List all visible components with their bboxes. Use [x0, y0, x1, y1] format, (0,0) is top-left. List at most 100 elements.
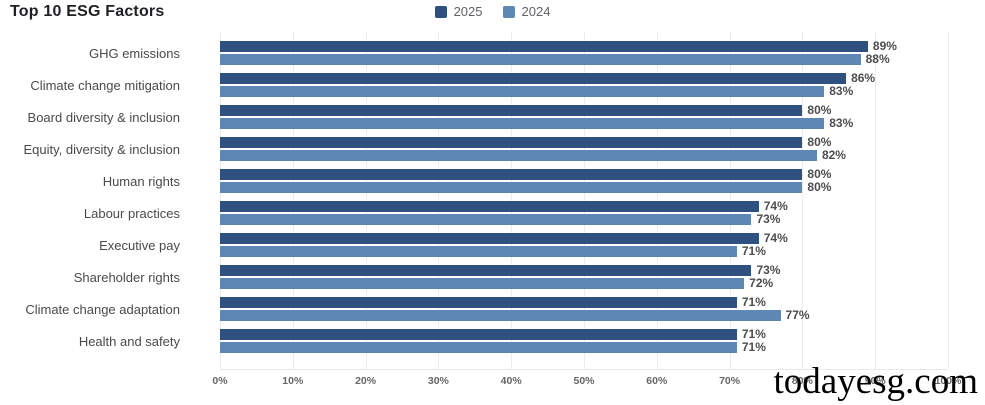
bar-2024[interactable] — [220, 150, 817, 161]
gridline — [584, 32, 585, 369]
x-tick-label: 90% — [864, 375, 886, 387]
x-tick-label: 0% — [212, 375, 228, 387]
bar-2025[interactable] — [220, 329, 737, 340]
bar-line: 80% — [220, 181, 948, 193]
category-axis: GHG emissions Climate change mitigation Bo… — [0, 37, 180, 357]
bar-2024[interactable] — [220, 278, 745, 289]
plot-area — [220, 32, 949, 370]
bar-group: 73% 72% — [220, 261, 948, 293]
value-label: 74% — [763, 199, 788, 213]
legend-swatch-2025 — [434, 5, 447, 18]
legend: 2025 2024 — [0, 4, 985, 19]
value-label: 72% — [749, 276, 774, 290]
bar-line: 88% — [220, 53, 948, 65]
legend-swatch-2024 — [502, 5, 515, 18]
value-label: 86% — [851, 71, 876, 85]
bar-2025[interactable] — [220, 297, 737, 308]
bar-group: 74% 73% — [220, 197, 948, 229]
value-label: 89% — [872, 39, 897, 53]
bar-2025[interactable] — [220, 73, 847, 84]
bar-2025[interactable] — [220, 169, 803, 180]
bar-line: 89% — [220, 39, 948, 53]
bar-group: 80% 80% — [220, 165, 948, 197]
value-label: 71% — [741, 244, 766, 258]
bar-2025[interactable] — [220, 201, 759, 212]
bar-group: 80% 83% — [220, 101, 948, 133]
value-label: 71% — [741, 295, 766, 309]
x-tick-label: 20% — [355, 375, 377, 387]
bar-group: 74% 71% — [220, 229, 948, 261]
gridline — [875, 32, 877, 369]
gridline — [802, 32, 804, 369]
gridline — [438, 32, 440, 369]
bar-2025[interactable] — [220, 233, 759, 244]
x-axis: 0% 10% 20% 30% 40% 50% 60% 70% 80% 90% 100% — [212, 375, 961, 391]
bar-2025[interactable] — [220, 137, 803, 148]
x-tick-label: 40% — [500, 375, 522, 387]
bar-line: 74% — [220, 199, 948, 213]
bar-2024[interactable] — [220, 182, 803, 193]
category-label: Climate change mitigation — [30, 77, 180, 93]
gridline — [365, 32, 367, 369]
bar-line: 71% — [220, 295, 948, 309]
bar-line: 74% — [220, 231, 948, 245]
x-tick-label: 80% — [791, 375, 813, 387]
x-tick-label: 100% — [934, 375, 962, 387]
bar-line: 71% — [220, 244, 948, 258]
value-label: 80% — [807, 135, 832, 149]
bar-2025[interactable] — [220, 265, 752, 276]
value-label: 71% — [741, 340, 766, 354]
bar-group: 80% 82% — [220, 133, 948, 165]
x-tick-label: 60% — [646, 375, 668, 387]
bar-group: 71% 71% — [220, 325, 948, 357]
x-tick-label: 50% — [573, 375, 595, 387]
legend-label-2024: 2024 — [521, 4, 551, 19]
value-label: 77% — [785, 308, 810, 322]
value-label: 83% — [829, 116, 854, 130]
bar-line: 71% — [220, 340, 948, 354]
bar-2024[interactable] — [220, 310, 781, 321]
bar-group: 89% 88% — [220, 37, 948, 69]
bar-2024[interactable] — [220, 86, 825, 97]
watermark: todayesg.com — [773, 361, 978, 402]
legend-label-2025: 2025 — [453, 4, 483, 19]
category-label: GHG emissions — [88, 45, 180, 61]
gridline — [511, 32, 513, 369]
bar-line: 77% — [220, 308, 948, 322]
bar-line: 71% — [220, 328, 948, 340]
x-tick-label: 10% — [282, 375, 304, 387]
bar-2025[interactable] — [220, 105, 803, 116]
value-label: 73% — [756, 212, 781, 226]
gridline — [948, 32, 949, 369]
bar-2024[interactable] — [220, 214, 752, 225]
value-label: 80% — [807, 103, 832, 117]
bar-rows: 89% 88% 86% 83% 80% 83% 80% 82% 80% 80% 74% 73% 74% 7… — [220, 37, 948, 357]
x-tick-label: 70% — [719, 375, 741, 387]
x-tick-label: 30% — [427, 375, 449, 387]
bar-line: 73% — [220, 212, 948, 226]
bar-2024[interactable] — [220, 118, 825, 129]
bar-line: 83% — [220, 85, 948, 97]
bar-2024[interactable] — [220, 246, 737, 257]
gridline — [729, 32, 731, 369]
value-label: 82% — [821, 148, 846, 162]
category-label: Health and safety — [78, 333, 180, 349]
bar-2024[interactable] — [220, 342, 737, 353]
legend-item-2024[interactable]: 2024 — [502, 4, 551, 19]
bar-line: 80% — [220, 167, 948, 181]
bar-line: 80% — [220, 103, 948, 117]
bar-line: 80% — [220, 135, 948, 149]
category-label: Human rights — [102, 173, 180, 189]
category-label: Labour practices — [83, 205, 180, 221]
value-label: 74% — [763, 231, 788, 245]
bar-line: 83% — [220, 116, 948, 130]
value-label: 80% — [807, 167, 832, 181]
bar-2025[interactable] — [220, 41, 868, 52]
gridline — [292, 32, 294, 369]
bar-2024[interactable] — [220, 54, 861, 65]
gridline — [220, 32, 221, 369]
gridline — [656, 32, 658, 369]
category-label: Executive pay — [99, 237, 180, 253]
legend-item-2025[interactable]: 2025 — [434, 4, 483, 19]
